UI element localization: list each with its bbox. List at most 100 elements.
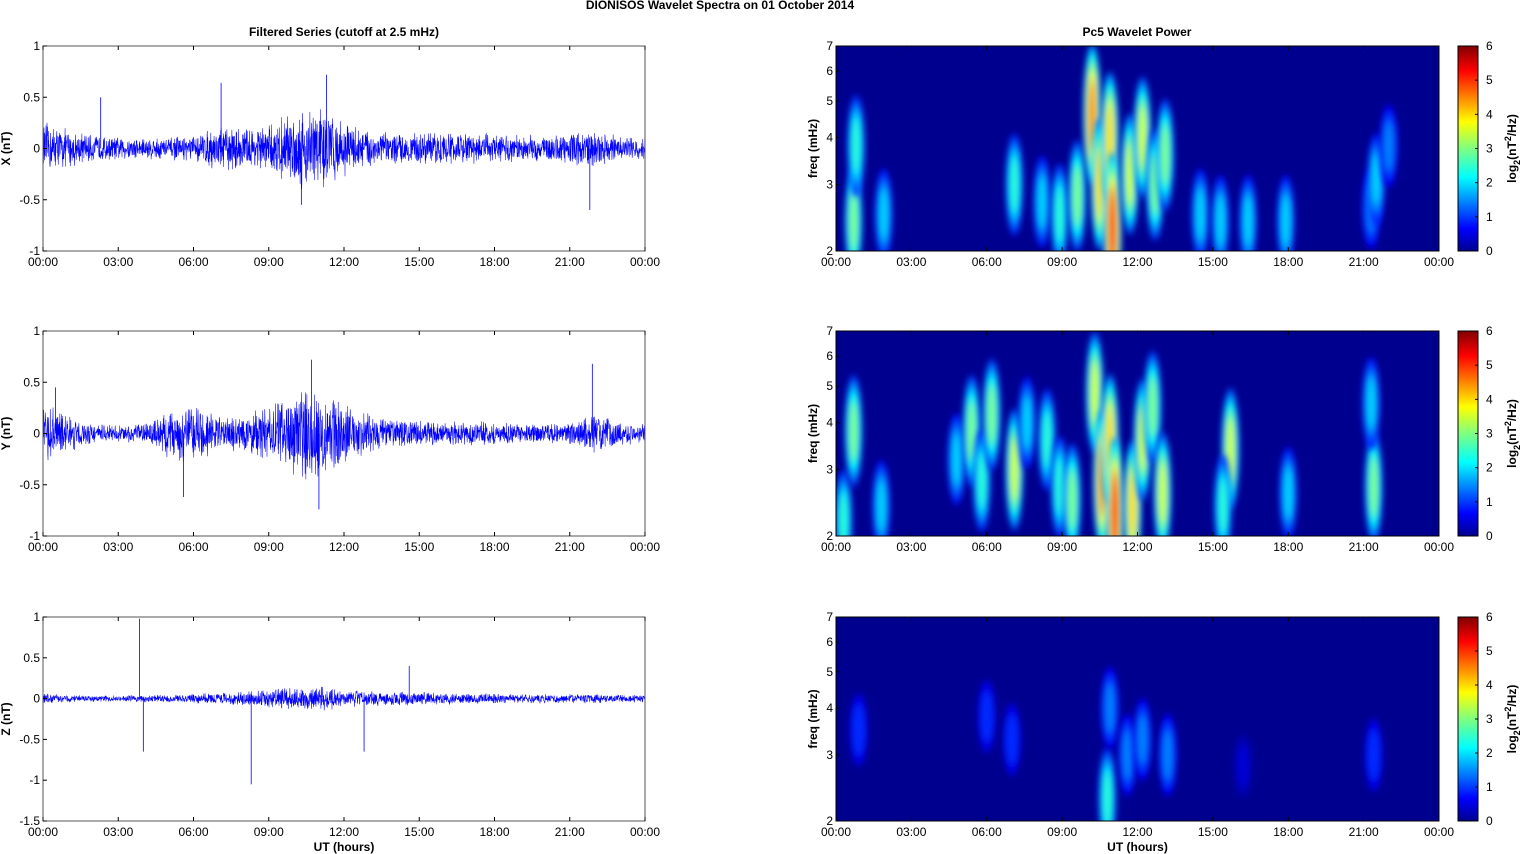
wavelet-y-power-blob bbox=[1153, 432, 1172, 536]
series-z-panel: -1.5 -1 -0.5 0 0.5 1 Z (nT) bbox=[0, 610, 646, 828]
wavelet-z-xtick-label: 00:00 bbox=[1424, 825, 1454, 839]
wavelet-z-colorbar-tick-label: 1 bbox=[1486, 780, 1493, 794]
wavelet-x-colorbar-tick-label: 2 bbox=[1486, 176, 1493, 190]
wavelet-y-xtick-label: 18:00 bbox=[1273, 540, 1303, 554]
wavelet-z-xtick-label: 15:00 bbox=[1198, 825, 1228, 839]
wavelet-z-ytick-label: 3 bbox=[826, 748, 833, 762]
wavelet-z-colorbar-tick-label: 0 bbox=[1486, 814, 1493, 828]
series-y-panel: -1 -0.5 0 0.5 1 Y (nT) bbox=[0, 324, 646, 543]
wavelet-z-xtick-label: 18:00 bbox=[1273, 825, 1303, 839]
wavelet-y-colorbar-tick-label: 2 bbox=[1486, 461, 1493, 475]
series-x-xtick-label: 00:00 bbox=[630, 255, 660, 269]
wavelet-x-power-blob bbox=[1379, 104, 1398, 187]
wavelet-x-ytick-label: 7 bbox=[826, 39, 833, 53]
series-x-xtick-label: 18:00 bbox=[479, 255, 509, 269]
wavelet-x-colorbar-tick-label: 3 bbox=[1486, 142, 1493, 156]
wavelet-x-power-blob bbox=[1005, 133, 1024, 236]
wavelet-x-power-blob bbox=[1033, 155, 1052, 248]
wavelet-z-colorbar-tick-label: 2 bbox=[1486, 746, 1493, 760]
wavelet-z-panel: 2 3 4 5 6 7 freq (mHz) 0 1 2 3 4 5 6 log2(nT2/Hz) bbox=[806, 610, 1521, 828]
wavelet-x-colorbar-tick-label: 6 bbox=[1486, 39, 1493, 53]
wavelet-z-xtick-label: 00:00 bbox=[821, 825, 851, 839]
wavelet-y-power-blob bbox=[1105, 437, 1124, 536]
series-y-ytick-label: 0 bbox=[33, 427, 40, 441]
wavelet-x-power-blob bbox=[847, 94, 866, 197]
series-z-xtick-label: 21:00 bbox=[555, 825, 585, 839]
wavelet-z-xtick-label: 03:00 bbox=[896, 825, 926, 839]
series-x-xtick-label: 06:00 bbox=[178, 255, 208, 269]
wavelet-x-power-blob bbox=[1103, 152, 1122, 251]
wavelet-x-ytick-label: 3 bbox=[826, 178, 833, 192]
series-y-ytick-label: -0.5 bbox=[19, 478, 40, 492]
series-z-ytick-label: 0.5 bbox=[23, 651, 40, 665]
wavelet-x-colorbar-tick-label: 1 bbox=[1486, 210, 1493, 224]
series-y-ytick-label: -1 bbox=[29, 529, 40, 543]
series-y-ylabel: Y (nT) bbox=[0, 417, 13, 451]
wavelet-y-panel: 2 3 4 5 6 7 freq (mHz) 0 1 2 3 4 5 6 log2(nT2/Hz) bbox=[806, 324, 1521, 543]
wavelet-z-colorbar-tick-label: 5 bbox=[1486, 644, 1493, 658]
series-z-xtick-label: 06:00 bbox=[178, 825, 208, 839]
wavelet-y-power-blob bbox=[872, 460, 891, 536]
wavelet-x-power-blob bbox=[1068, 139, 1087, 251]
wavelet-z-power-blob bbox=[1158, 713, 1177, 796]
wavelet-z-power-blob bbox=[1133, 698, 1152, 781]
wavelet-y-colorbar-tick-label: 1 bbox=[1486, 495, 1493, 509]
wavelet-x-xtick-label: 21:00 bbox=[1349, 255, 1379, 269]
wavelet-x-xtick-label: 09:00 bbox=[1047, 255, 1077, 269]
series-z-xtick-label: 03:00 bbox=[103, 825, 133, 839]
wavelet-y-colorbar-tick-label: 5 bbox=[1486, 358, 1493, 372]
wavelet-x-xtick-label: 18:00 bbox=[1273, 255, 1303, 269]
wavelet-y-xtick-label: 21:00 bbox=[1349, 540, 1379, 554]
series-z-plot-area bbox=[43, 617, 645, 821]
wavelet-x-xtick-label: 12:00 bbox=[1122, 255, 1152, 269]
wavelet-z-power-blob bbox=[977, 680, 996, 753]
wavelet-y-ytick-label: 4 bbox=[826, 416, 833, 430]
wavelet-y-colorbar-tick-label: 4 bbox=[1486, 392, 1493, 406]
wavelet-z-ytick-label: 6 bbox=[826, 635, 833, 649]
wavelet-y-power-blob bbox=[836, 469, 853, 536]
wavelet-y-ytick-label: 2 bbox=[826, 529, 833, 543]
wavelet-z-colorbar-label: log2(nT2/Hz) bbox=[1503, 685, 1521, 754]
wavelet-y-power-blob bbox=[1063, 443, 1082, 536]
wavelet-y-ytick-label: 3 bbox=[826, 463, 833, 477]
wavelet-y-power-blob bbox=[1362, 357, 1381, 450]
wavelet-y-colorbar-tick-label: 6 bbox=[1486, 324, 1493, 338]
wavelet-y-power-blob bbox=[1213, 455, 1232, 536]
wavelet-x-colorbar-tick-label: 4 bbox=[1486, 107, 1493, 121]
series-y-xtick-label: 21:00 bbox=[555, 540, 585, 554]
series-x-ytick-label: 0 bbox=[33, 142, 40, 156]
wavelet-x-power-blob bbox=[1191, 168, 1210, 251]
series-x-ytick-label: -0.5 bbox=[19, 193, 40, 207]
series-x-ytick-label: 1 bbox=[33, 39, 40, 53]
series-z-xtick-label: 12:00 bbox=[329, 825, 359, 839]
series-z-ylabel: Z (nT) bbox=[0, 702, 13, 735]
series-z-xlabel: UT (hours) bbox=[314, 840, 375, 854]
series-x-xtick-label: 00:00 bbox=[28, 255, 58, 269]
series-y-xtick-label: 18:00 bbox=[479, 540, 509, 554]
series-x-xtick-label: 09:00 bbox=[254, 255, 284, 269]
wavelet-y-power-blob bbox=[1364, 430, 1383, 536]
series-z-ytick-label: -1 bbox=[29, 773, 40, 787]
wavelet-y-colorbar-tick-label: 3 bbox=[1486, 427, 1493, 441]
wavelet-z-power-blob bbox=[1364, 718, 1383, 791]
series-z-xtick-label: 15:00 bbox=[404, 825, 434, 839]
wavelet-z-ytick-label: 2 bbox=[826, 814, 833, 828]
wavelet-y-power-blob bbox=[1017, 376, 1036, 469]
wavelet-y-xtick-label: 15:00 bbox=[1198, 540, 1228, 554]
wavelet-z-xtick-label: 09:00 bbox=[1047, 825, 1077, 839]
series-x-xtick-label: 15:00 bbox=[404, 255, 434, 269]
wavelet-y-power-blob bbox=[947, 413, 966, 506]
wavelet-x-power-blob bbox=[1133, 76, 1152, 199]
series-z-xtick-label: 09:00 bbox=[254, 825, 284, 839]
wavelet-x-power-blob bbox=[1156, 98, 1175, 211]
wavelet-y-xtick-label: 03:00 bbox=[896, 540, 926, 554]
wavelet-z-power-blob bbox=[1234, 735, 1253, 798]
series-x-ylabel: X (nT) bbox=[0, 132, 13, 166]
series-y-xtick-label: 09:00 bbox=[254, 540, 284, 554]
wavelet-x-xtick-label: 06:00 bbox=[972, 255, 1002, 269]
series-x-waveform bbox=[42, 109, 646, 190]
wavelet-y-power-blob bbox=[1143, 350, 1162, 463]
wavelet-x-xtick-label: 03:00 bbox=[896, 255, 926, 269]
figure-title: DIONISOS Wavelet Spectra on 01 October 2… bbox=[586, 0, 855, 12]
